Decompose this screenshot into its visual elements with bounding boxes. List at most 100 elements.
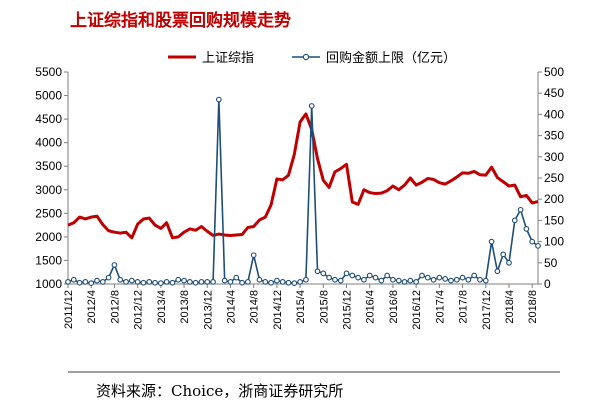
buyback-point xyxy=(407,277,414,284)
x-tick-label: 2013/4 xyxy=(156,290,168,324)
buyback-point xyxy=(430,276,437,283)
legend-label-buyback: 回购金额上限（亿元） xyxy=(326,50,456,65)
buyback-point xyxy=(140,279,147,286)
buyback-point xyxy=(523,226,530,232)
x-tick-label: 2018/8 xyxy=(527,290,539,324)
x-tick-label: 2017/4 xyxy=(434,290,446,324)
buyback-point xyxy=(390,276,396,283)
x-tick-label: 2015/4 xyxy=(295,290,307,324)
buyback-point xyxy=(152,279,158,286)
buyback-point xyxy=(529,238,536,245)
series-line-buyback xyxy=(67,98,539,284)
left-tick-label: 3500 xyxy=(35,159,62,173)
buyback-point xyxy=(105,274,112,281)
buyback-point xyxy=(88,280,95,287)
right-tick-label: 0 xyxy=(544,277,551,291)
x-tick-label: 2016/4 xyxy=(365,290,377,324)
buyback-point xyxy=(198,279,205,285)
x-tick-label: 2017/8 xyxy=(458,290,470,324)
buyback-point xyxy=(303,276,309,283)
buyback-point xyxy=(163,279,170,285)
buyback-point xyxy=(413,279,419,285)
right-tick-label: 150 xyxy=(544,213,564,227)
x-tick-label: 2013/12 xyxy=(202,290,214,330)
buyback-point xyxy=(384,272,390,279)
right-tick-label: 300 xyxy=(544,150,564,164)
x-tick-label: 2016/8 xyxy=(388,290,400,324)
x-tick-label: 2014/12 xyxy=(272,290,284,330)
legend-marker-buyback xyxy=(302,53,310,61)
x-tick-label: 2015/12 xyxy=(342,290,354,330)
buyback-point xyxy=(70,276,77,283)
buyback-point xyxy=(169,279,176,286)
buyback-point xyxy=(221,277,228,284)
buyback-point xyxy=(268,279,274,286)
buyback-point xyxy=(175,276,182,283)
buyback-point xyxy=(465,276,472,283)
left-tick-label: 2500 xyxy=(35,206,62,220)
left-tick-label: 4000 xyxy=(35,136,62,150)
x-tick-label: 2012/4 xyxy=(86,290,98,324)
buyback-point xyxy=(500,251,507,258)
x-tick-label: 2017/12 xyxy=(481,290,493,330)
legend-label-shanghai-index: 上证综指 xyxy=(202,50,254,65)
x-tick-label: 2015/8 xyxy=(318,290,330,324)
right-tick-label: 450 xyxy=(544,86,564,100)
x-tick-label: 2013/8 xyxy=(179,290,191,324)
buyback-point xyxy=(99,279,106,285)
buyback-point xyxy=(256,276,263,283)
x-tick-label: 2012/12 xyxy=(133,290,145,330)
buyback-point xyxy=(372,274,379,281)
left-tick-label: 5500 xyxy=(35,65,62,79)
buyback-point xyxy=(314,268,321,275)
buyback-point xyxy=(401,279,408,285)
buyback-point xyxy=(76,279,83,286)
buyback-point xyxy=(192,279,199,286)
x-tick-label: 2014/8 xyxy=(249,290,261,324)
x-tick-label: 2012/8 xyxy=(109,290,121,324)
buyback-point xyxy=(378,277,385,284)
left-tick-label: 1000 xyxy=(35,277,62,291)
buyback-point xyxy=(274,277,280,284)
buyback-point xyxy=(459,274,466,281)
x-tick-label: 2018/4 xyxy=(504,290,516,324)
buyback-point xyxy=(366,272,373,279)
buyback-point xyxy=(361,276,367,283)
buyback-point xyxy=(442,276,449,282)
buyback-point xyxy=(477,276,483,283)
buyback-point xyxy=(332,276,338,283)
buyback-point xyxy=(157,280,164,287)
buyback-point xyxy=(233,274,240,281)
right-tick-label: 500 xyxy=(544,65,564,79)
left-tick-label: 5000 xyxy=(35,89,62,103)
buyback-point xyxy=(337,277,344,284)
left-tick-label: 2000 xyxy=(35,230,62,244)
buyback-point xyxy=(187,279,193,285)
buyback-point xyxy=(436,274,443,281)
buyback-point xyxy=(250,252,257,259)
buyback-point xyxy=(355,274,361,281)
buyback-point xyxy=(343,270,350,277)
buyback-point xyxy=(123,279,129,285)
buyback-point xyxy=(181,277,187,284)
buyback-point xyxy=(111,262,118,268)
buyback-point xyxy=(448,277,454,284)
x-tick-label: 2014/4 xyxy=(225,290,237,324)
buyback-point xyxy=(535,242,541,249)
left-tick-label: 4500 xyxy=(35,112,62,126)
series-line-shanghai-index xyxy=(67,112,539,240)
buyback-point xyxy=(419,272,425,279)
chart-title: 上证综指和股票回购规模走势 xyxy=(70,11,291,31)
buyback-point xyxy=(134,279,141,285)
buyback-point xyxy=(488,238,495,245)
buyback-point xyxy=(349,272,356,279)
right-tick-label: 400 xyxy=(544,107,564,121)
buyback-point xyxy=(471,272,478,279)
buyback-point xyxy=(308,103,315,109)
right-tick-label: 50 xyxy=(544,256,558,270)
buyback-point xyxy=(320,270,327,277)
buyback-point xyxy=(395,277,402,284)
left-tick-label: 3000 xyxy=(35,183,62,197)
right-tick-label: 350 xyxy=(544,129,564,143)
x-tick-label: 2016/12 xyxy=(411,290,423,330)
